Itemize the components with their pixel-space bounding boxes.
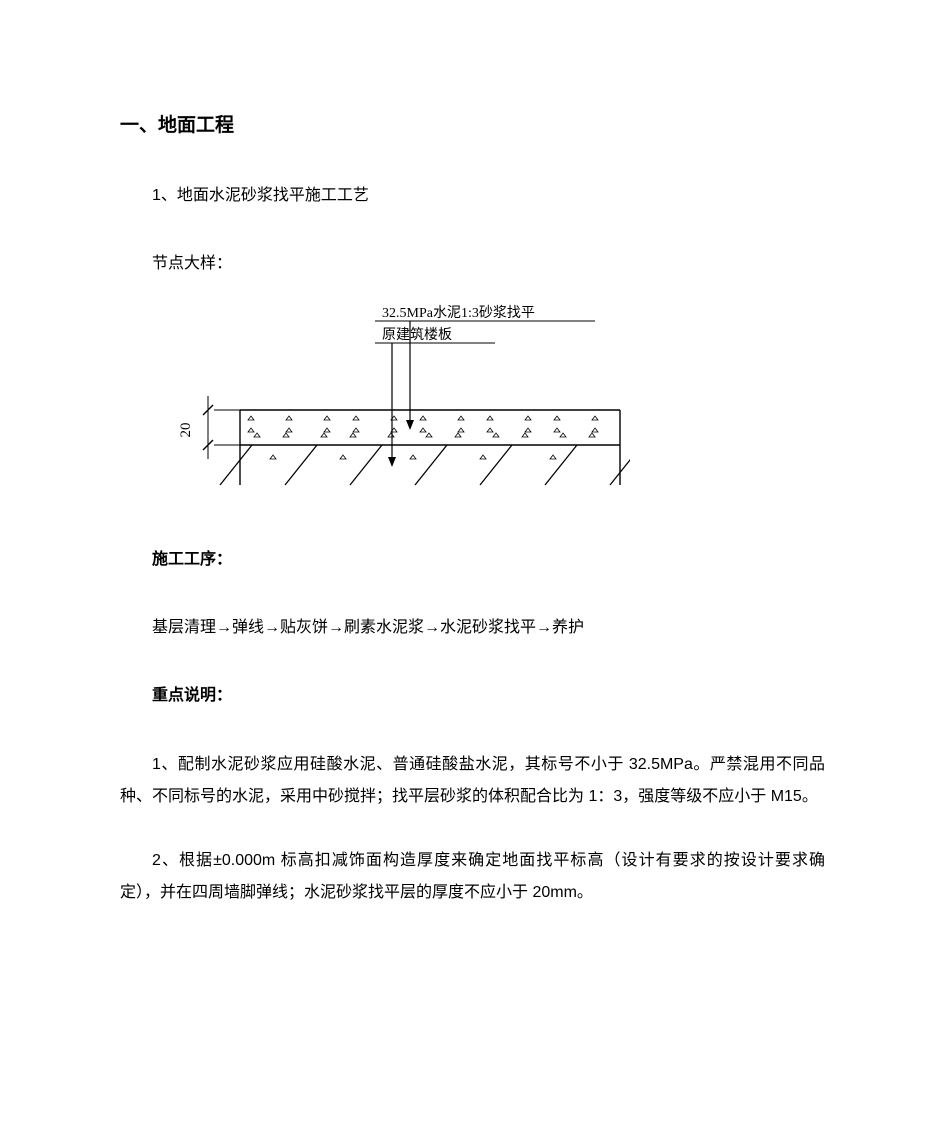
note-1: 1、配制水泥砂浆应用硅酸水泥、普通硅酸盐水泥，其标号不小于 32.5MPa。严禁… xyxy=(120,749,825,813)
procedure-label: 施工工序： xyxy=(120,545,825,569)
svg-text:32.5MPa水泥1:3砂浆找平: 32.5MPa水泥1:3砂浆找平 xyxy=(382,305,535,321)
procedure-text: 基层清理→弹线→贴灰饼→刷素水泥浆→水泥砂浆找平→养护 xyxy=(120,613,825,637)
svg-text:原建筑楼板: 原建筑楼板 xyxy=(382,327,452,343)
item-1-title: 1、地面水泥砂浆找平施工工艺 xyxy=(120,181,825,205)
section-heading: 一、地面工程 xyxy=(120,110,825,137)
notes-label: 重点说明： xyxy=(120,681,825,705)
node-sample-label: 节点大样： xyxy=(120,249,825,273)
cross-section-diagram: 32.5MPa水泥1:3砂浆找平原建筑楼板 20 xyxy=(150,295,630,505)
note-2: 2、根据±0.000m 标高扣减饰面构造厚度来确定地面找平标高（设计有要求的按设… xyxy=(120,845,825,909)
svg-text:20: 20 xyxy=(178,423,194,438)
